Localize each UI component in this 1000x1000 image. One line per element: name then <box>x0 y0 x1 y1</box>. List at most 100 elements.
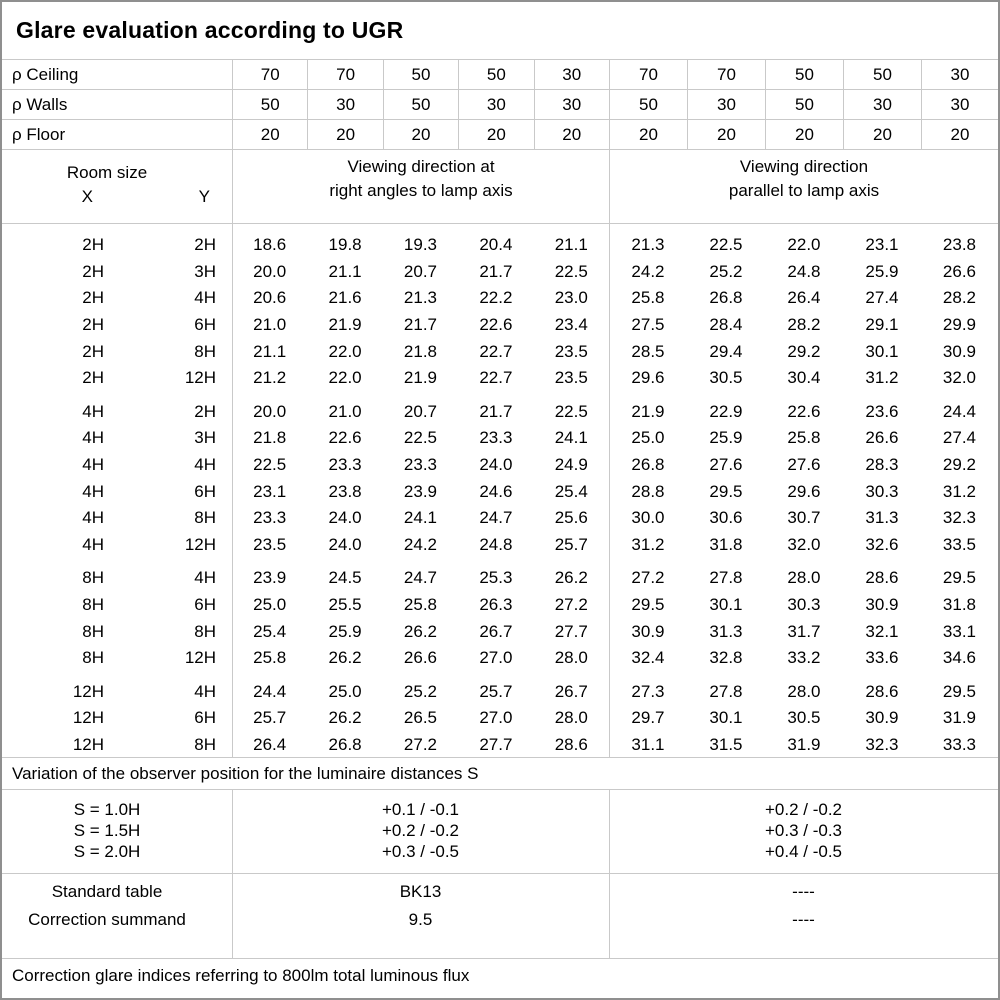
ugr-value: 30.5 <box>709 368 743 388</box>
ugr-value: 30.5 <box>787 708 821 728</box>
room-y: 3H <box>194 428 216 448</box>
reflectance-row: ρ Walls 50 30 50 30 30 50 30 50 30 30 <box>2 90 998 120</box>
ugr-value: 28.3 <box>865 455 899 475</box>
ugr-value: 30.3 <box>787 595 821 615</box>
ugr-value: 28.0 <box>787 568 821 588</box>
variation-label-column: S = 1.0H S = 1.5H S = 2.0H <box>2 799 232 873</box>
variation-parallel-value: +0.4 / -0.5 <box>764 842 843 861</box>
variation-parallel-value: +0.2 / -0.2 <box>764 800 843 819</box>
ugr-value: 19.8 <box>328 235 362 255</box>
ugr-value: 28.4 <box>709 315 743 335</box>
ugr-value: 21.7 <box>479 401 513 421</box>
reflectance-value: 50 <box>764 60 843 89</box>
ugr-value: 21.2 <box>253 368 287 388</box>
ugr-value: 26.4 <box>787 288 821 308</box>
room-y: 4H <box>194 455 216 475</box>
ugr-value: 27.4 <box>942 428 977 448</box>
ugr-row: 8H 8H 25.4 25.9 26.2 26.7 27.7 30.9 31.3 31.7 32.1… <box>2 618 998 645</box>
summary-right-angles-value: 9.5 <box>408 910 433 929</box>
ugr-value: 25.2 <box>403 681 438 701</box>
ugr-value: 28.0 <box>554 708 588 728</box>
ugr-value: 26.2 <box>328 708 362 728</box>
ugr-value: 32.0 <box>787 534 821 554</box>
ugr-value: 27.8 <box>709 681 743 701</box>
column-group-header: Room size X Y Viewing direction at right… <box>2 150 998 224</box>
ugr-block: 8H 4H 23.9 24.5 24.7 25.3 26.2 27.2 27.8 28.0 28.6… <box>2 565 998 671</box>
title-bar: Glare evaluation according to UGR <box>2 2 998 60</box>
reflectance-value: 20 <box>307 120 382 149</box>
ugr-value: 34.6 <box>942 648 977 668</box>
ugr-value: 30.3 <box>865 481 899 501</box>
ugr-value: 29.7 <box>631 708 665 728</box>
ugr-value: 24.1 <box>403 508 438 528</box>
column-divider <box>609 224 610 757</box>
ugr-row: 2H 6H 21.0 21.9 21.7 22.6 23.4 27.5 28.4 28.2 29.1… <box>2 312 998 339</box>
ugr-value: 32.1 <box>865 621 899 641</box>
ugr-value: 27.3 <box>631 681 665 701</box>
ugr-row: 4H 4H 22.5 23.3 23.3 24.0 24.9 26.8 27.6 27.6 28.3… <box>2 452 998 479</box>
ugr-value: 21.9 <box>631 401 665 421</box>
ugr-value: 23.8 <box>942 235 977 255</box>
ugr-row: 4H 8H 23.3 24.0 24.1 24.7 25.6 30.0 30.6 30.7 31.3… <box>2 505 998 532</box>
reflectance-value: 30 <box>307 90 382 119</box>
reflectance-value: 30 <box>842 90 921 119</box>
ugr-value: 24.0 <box>328 508 362 528</box>
reflectance-value: 50 <box>382 60 458 89</box>
ugr-value: 33.3 <box>942 734 977 754</box>
ugr-value: 24.2 <box>403 534 438 554</box>
ugr-row: 4H 6H 23.1 23.8 23.9 24.6 25.4 28.8 29.5 29.6 30.3… <box>2 478 998 505</box>
ugr-value: 24.0 <box>328 534 362 554</box>
ugr-value: 21.1 <box>328 261 362 281</box>
parallel-header-line1: Viewing direction <box>739 157 869 176</box>
ugr-value: 22.7 <box>479 341 513 361</box>
right-angles-header-line2: right angles to lamp axis <box>329 181 513 200</box>
ugr-value: 24.6 <box>479 481 513 501</box>
variation-right-angles-column: +0.1 / -0.1 +0.2 / -0.2 +0.3 / -0.5 <box>232 799 609 873</box>
room-x: 4H <box>82 428 104 448</box>
ugr-value: 30.9 <box>865 708 899 728</box>
ugr-value: 19.3 <box>403 235 438 255</box>
ugr-value: 33.5 <box>942 534 977 554</box>
room-x: 2H <box>82 261 104 281</box>
ugr-value: 23.5 <box>554 341 588 361</box>
room-x: 4H <box>82 455 104 475</box>
ugr-value: 23.5 <box>554 368 588 388</box>
ugr-value: 31.9 <box>942 708 977 728</box>
column-divider <box>232 790 233 873</box>
page-title: Glare evaluation according to UGR <box>16 17 404 43</box>
ugr-value: 31.3 <box>865 508 899 528</box>
room-x: 2H <box>82 341 104 361</box>
room-size-label: Room size <box>66 163 148 182</box>
ugr-value: 33.6 <box>865 648 899 668</box>
ugr-value: 25.0 <box>631 428 665 448</box>
room-y: 6H <box>194 481 216 501</box>
room-y: 8H <box>194 508 216 528</box>
summary-parallel-value: ---- <box>792 910 815 929</box>
ugr-value: 20.6 <box>253 288 287 308</box>
ugr-value: 29.5 <box>709 481 743 501</box>
ugr-value: 31.2 <box>865 368 899 388</box>
ugr-value: 23.9 <box>403 481 438 501</box>
ugr-value: 25.5 <box>328 595 362 615</box>
ugr-table-body: 2H 2H 18.6 19.8 19.3 20.4 21.1 21.3 22.5 22.0 23.1… <box>2 224 998 758</box>
ugr-value: 28.5 <box>631 341 665 361</box>
summary-right-angles-value: BK13 <box>399 882 442 901</box>
reflectance-value: 50 <box>232 90 307 119</box>
ugr-value: 27.2 <box>554 595 588 615</box>
ugr-value: 25.9 <box>328 621 362 641</box>
ugr-value: 25.6 <box>554 508 588 528</box>
reflectance-label: ρ Floor <box>12 124 66 144</box>
reflectance-value: 30 <box>533 90 609 119</box>
ugr-block: 12H 4H 24.4 25.0 25.2 25.7 26.7 27.3 27.8 28.0 28.… <box>2 679 998 759</box>
ugr-value: 22.6 <box>479 315 513 335</box>
variation-right-angles-value: +0.1 / -0.1 <box>381 800 460 819</box>
ugr-value: 26.8 <box>631 455 665 475</box>
reflectance-value: 20 <box>842 120 921 149</box>
reflectance-value: 70 <box>232 60 307 89</box>
ugr-value: 28.8 <box>631 481 665 501</box>
ugr-value: 33.2 <box>787 648 821 668</box>
ugr-value: 27.2 <box>631 568 665 588</box>
room-x: 12H <box>72 734 104 754</box>
room-y: 12H <box>184 534 216 554</box>
room-y: 6H <box>194 595 216 615</box>
